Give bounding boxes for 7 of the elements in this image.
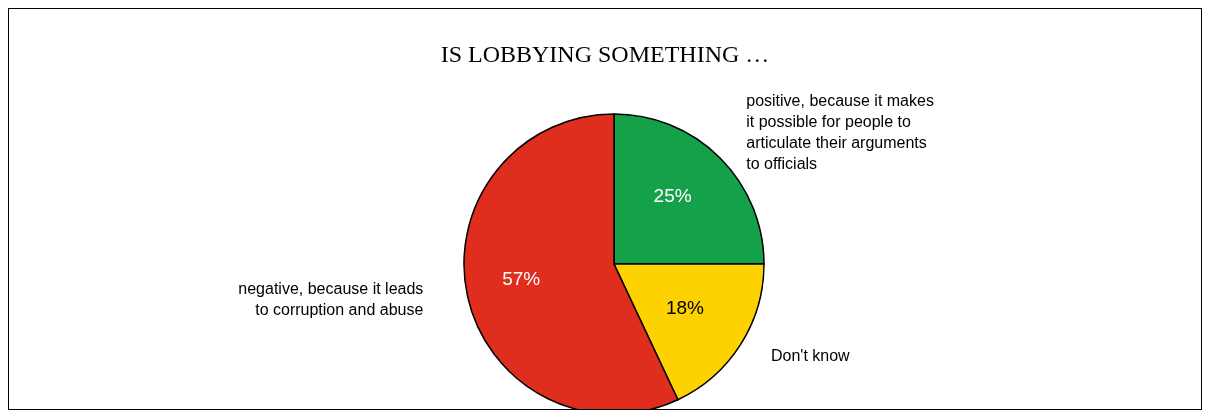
data-label: 25% [653,184,692,206]
slice-label: negative, because it leads to corruption and abuse [238,279,424,318]
slice-label: Don't know [770,346,851,364]
chart-title: IS LOBBYING SOMETHING … [439,41,771,68]
slice-label: positive, because it makes it possible for people to articulate their arguments to officials [746,91,934,172]
data-label: 57% [502,268,541,290]
data-label: 18% [665,296,705,318]
